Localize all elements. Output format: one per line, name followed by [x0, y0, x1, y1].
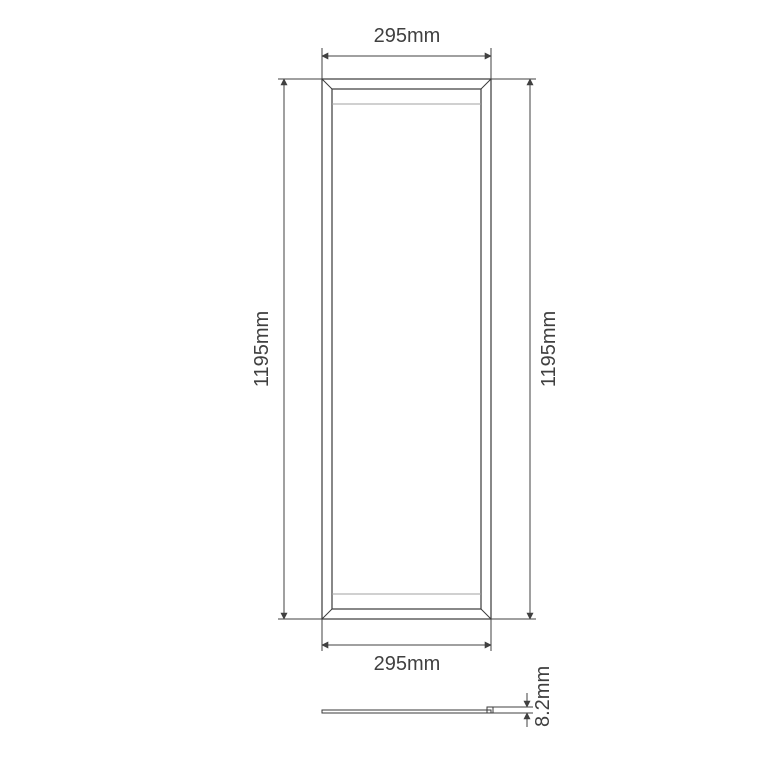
- front-view: [322, 79, 491, 619]
- side-view: 8.2mm: [322, 666, 554, 727]
- panel-inner-rect: [332, 89, 481, 609]
- dim-width-top: 295mm: [322, 25, 491, 79]
- dim-width-bottom-label: 295mm: [374, 653, 441, 675]
- dim-height-right-label: 1195mm: [538, 311, 560, 387]
- dim-height-right: 1195mm: [491, 79, 560, 619]
- dim-thickness-label: 8.2mm: [532, 666, 554, 727]
- dim-width-bottom: 295mm: [322, 619, 491, 675]
- dim-height-left: 1195mm: [251, 79, 322, 619]
- technical-drawing: 295mm 295mm 1195mm 1195mm 8.2mm: [0, 0, 768, 768]
- dim-height-left-label: 1195mm: [251, 311, 273, 387]
- panel-outer-rect: [322, 79, 491, 619]
- dim-width-top-label: 295mm: [374, 25, 441, 47]
